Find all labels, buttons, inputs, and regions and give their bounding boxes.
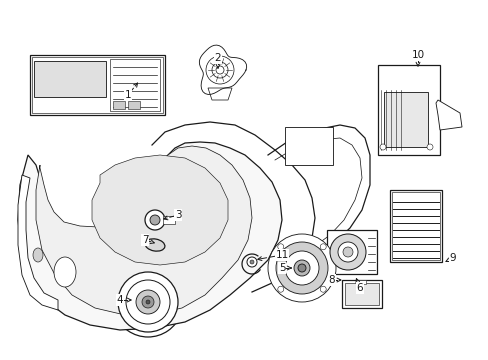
Text: 6: 6 [356, 283, 363, 293]
Ellipse shape [145, 239, 164, 251]
Circle shape [136, 290, 160, 314]
Circle shape [150, 215, 160, 225]
Polygon shape [36, 146, 251, 315]
Text: 2: 2 [214, 53, 221, 63]
Polygon shape [207, 88, 231, 100]
Circle shape [342, 247, 352, 257]
Text: 4: 4 [117, 295, 123, 305]
Circle shape [275, 242, 327, 294]
Bar [326, 230, 376, 274]
Circle shape [277, 244, 283, 250]
Polygon shape [18, 175, 58, 310]
Text: 8: 8 [328, 275, 335, 285]
Text: 11: 11 [275, 250, 288, 260]
Circle shape [249, 260, 253, 264]
Polygon shape [18, 142, 282, 330]
Text: 1: 1 [124, 90, 131, 100]
Circle shape [146, 300, 150, 304]
Bar [32, 57, 163, 113]
Bar [389, 190, 441, 262]
Circle shape [320, 286, 325, 292]
Bar [377, 65, 439, 155]
Bar [341, 280, 381, 308]
Polygon shape [199, 45, 246, 94]
Circle shape [267, 234, 335, 302]
Bar [34, 61, 106, 97]
Circle shape [337, 242, 357, 262]
Bar [110, 59, 160, 111]
Polygon shape [92, 155, 227, 265]
Circle shape [320, 244, 325, 250]
Circle shape [293, 260, 309, 276]
Circle shape [379, 144, 385, 150]
Ellipse shape [54, 257, 76, 287]
Polygon shape [435, 100, 461, 130]
Circle shape [126, 280, 170, 324]
Bar [355, 280, 365, 284]
Bar [383, 92, 427, 147]
Circle shape [285, 251, 318, 285]
Bar [30, 55, 164, 115]
Bar [285, 127, 332, 165]
Bar [113, 101, 125, 109]
Text: 3: 3 [174, 210, 181, 220]
Circle shape [142, 296, 154, 308]
Circle shape [277, 286, 283, 292]
Ellipse shape [33, 248, 43, 262]
Bar [345, 283, 378, 305]
Text: 7: 7 [142, 235, 148, 245]
Circle shape [145, 210, 164, 230]
Bar [128, 101, 140, 109]
Text: 10: 10 [410, 50, 424, 60]
Circle shape [426, 144, 432, 150]
Text: 9: 9 [449, 253, 455, 263]
Bar [163, 216, 175, 224]
Text: 5: 5 [278, 263, 285, 273]
Bar [391, 192, 439, 260]
Circle shape [297, 264, 305, 272]
Circle shape [246, 257, 257, 267]
Circle shape [329, 234, 365, 270]
Circle shape [118, 272, 178, 332]
